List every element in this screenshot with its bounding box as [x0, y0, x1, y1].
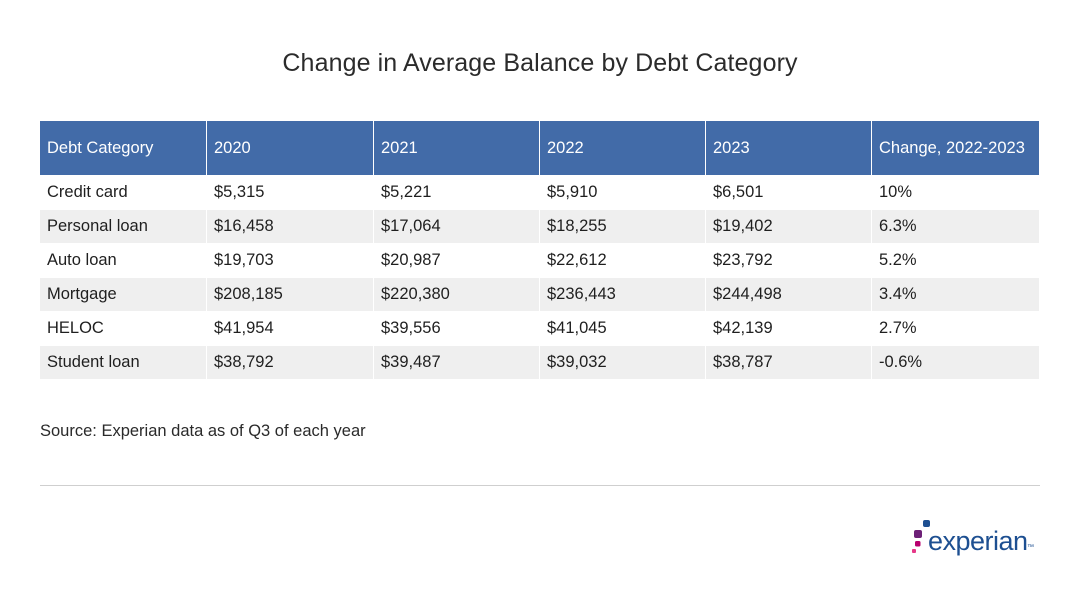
table-cell: Auto loan [40, 243, 207, 277]
table-cell: $19,703 [207, 243, 374, 277]
column-header: 2023 [706, 121, 872, 175]
table-cell: $17,064 [374, 209, 540, 243]
table-cell: HELOC [40, 311, 207, 345]
table-cell: $19,402 [706, 209, 872, 243]
chart-title: Change in Average Balance by Debt Catego… [282, 49, 798, 77]
table-row: Mortgage $208,185 $220,380 $236,443 $244… [40, 277, 1039, 311]
table-cell: Personal loan [40, 209, 207, 243]
table-cell: $23,792 [706, 243, 872, 277]
table-cell: $220,380 [374, 277, 540, 311]
table-cell: $39,032 [540, 345, 706, 379]
column-header: Change, 2022-2023 [872, 121, 1039, 175]
table-cell: $38,792 [207, 345, 374, 379]
logo-wordmark: experian [928, 526, 1028, 556]
table-cell: $41,045 [540, 311, 706, 345]
logo-dot [915, 541, 921, 547]
column-header: 2020 [207, 121, 374, 175]
source-note: Source: Experian data as of Q3 of each y… [40, 422, 366, 440]
table-header-row: Debt Category 2020 2021 2022 2023 Change… [40, 121, 1039, 175]
table-row: HELOC $41,954 $39,556 $41,045 $42,139 2.… [40, 311, 1039, 345]
table-row: Student loan $38,792 $39,487 $39,032 $38… [40, 345, 1039, 379]
table-cell: $6,501 [706, 175, 872, 209]
experian-logo: experian ™ [910, 518, 1035, 562]
table-cell: Credit card [40, 175, 207, 209]
table-cell: $20,987 [374, 243, 540, 277]
table-cell: $18,255 [540, 209, 706, 243]
table-cell: $16,458 [207, 209, 374, 243]
table-cell: $39,487 [374, 345, 540, 379]
logo-dot [914, 530, 922, 538]
column-header: Debt Category [40, 121, 207, 175]
table-row: Personal loan $16,458 $17,064 $18,255 $1… [40, 209, 1039, 243]
table-cell: 6.3% [872, 209, 1039, 243]
table-cell: $236,443 [540, 277, 706, 311]
table-row: Auto loan $19,703 $20,987 $22,612 $23,79… [40, 243, 1039, 277]
table-cell: Mortgage [40, 277, 207, 311]
debt-balance-table: Debt Category 2020 2021 2022 2023 Change… [40, 121, 1039, 379]
table-cell: 5.2% [872, 243, 1039, 277]
table-cell: $42,139 [706, 311, 872, 345]
column-header: 2021 [374, 121, 540, 175]
column-header: 2022 [540, 121, 706, 175]
table-cell: Student loan [40, 345, 207, 379]
table-cell: 2.7% [872, 311, 1039, 345]
logo-trademark: ™ [1027, 544, 1034, 551]
table-cell: -0.6% [872, 345, 1039, 379]
table-cell: 3.4% [872, 277, 1039, 311]
logo-dots-icon [912, 520, 930, 553]
logo-dot [912, 549, 916, 553]
divider [40, 485, 1040, 486]
table-cell: $38,787 [706, 345, 872, 379]
table-cell: 10% [872, 175, 1039, 209]
table-cell: $41,954 [207, 311, 374, 345]
table-cell: $5,315 [207, 175, 374, 209]
table-cell: $244,498 [706, 277, 872, 311]
logo-dot [923, 520, 930, 527]
table-cell: $39,556 [374, 311, 540, 345]
table-cell: $22,612 [540, 243, 706, 277]
table-cell: $208,185 [207, 277, 374, 311]
table-row: Credit card $5,315 $5,221 $5,910 $6,501 … [40, 175, 1039, 209]
table-cell: $5,221 [374, 175, 540, 209]
table-cell: $5,910 [540, 175, 706, 209]
